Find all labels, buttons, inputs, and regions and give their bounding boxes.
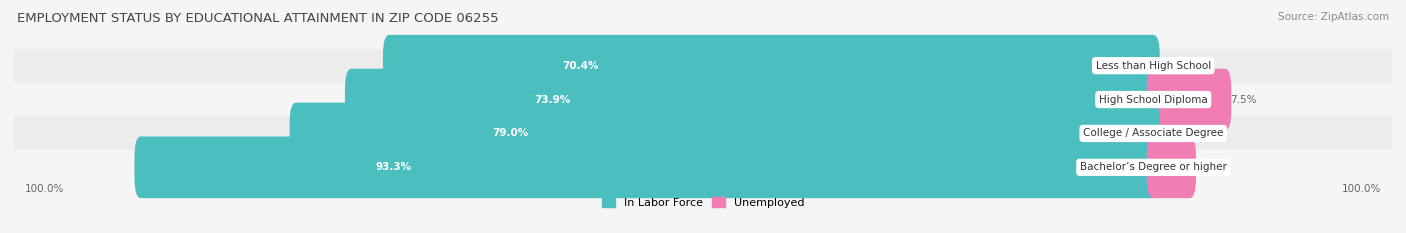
FancyBboxPatch shape xyxy=(382,35,1160,96)
Text: 100.0%: 100.0% xyxy=(1341,184,1381,194)
Text: Bachelor’s Degree or higher: Bachelor’s Degree or higher xyxy=(1080,162,1226,172)
Text: Less than High School: Less than High School xyxy=(1095,61,1211,71)
FancyBboxPatch shape xyxy=(135,137,1160,198)
FancyBboxPatch shape xyxy=(1147,137,1197,198)
Text: 73.9%: 73.9% xyxy=(534,95,569,105)
Text: 3.8%: 3.8% xyxy=(1195,162,1222,172)
Text: 0.0%: 0.0% xyxy=(1170,128,1195,138)
Text: EMPLOYMENT STATUS BY EDUCATIONAL ATTAINMENT IN ZIP CODE 06255: EMPLOYMENT STATUS BY EDUCATIONAL ATTAINM… xyxy=(17,12,499,25)
Text: High School Diploma: High School Diploma xyxy=(1099,95,1208,105)
Bar xyxy=(14,49,1392,83)
Bar xyxy=(14,116,1392,150)
Text: 70.4%: 70.4% xyxy=(562,61,599,71)
Text: 93.3%: 93.3% xyxy=(375,162,412,172)
FancyBboxPatch shape xyxy=(290,103,1160,164)
Legend: In Labor Force, Unemployed: In Labor Force, Unemployed xyxy=(598,193,808,212)
Bar xyxy=(14,83,1392,116)
Text: 0.0%: 0.0% xyxy=(1170,61,1195,71)
Text: Source: ZipAtlas.com: Source: ZipAtlas.com xyxy=(1278,12,1389,22)
Text: College / Associate Degree: College / Associate Degree xyxy=(1083,128,1223,138)
FancyBboxPatch shape xyxy=(344,69,1160,130)
Text: 79.0%: 79.0% xyxy=(492,128,529,138)
FancyBboxPatch shape xyxy=(1147,69,1232,130)
Text: 100.0%: 100.0% xyxy=(25,184,65,194)
Text: 7.5%: 7.5% xyxy=(1230,95,1257,105)
Bar xyxy=(14,150,1392,184)
